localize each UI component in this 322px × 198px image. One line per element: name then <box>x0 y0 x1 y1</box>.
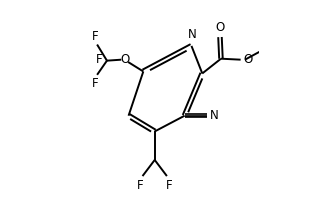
Text: O: O <box>215 21 225 33</box>
Text: O: O <box>120 53 129 66</box>
Text: O: O <box>243 53 252 66</box>
Text: N: N <box>210 109 219 122</box>
Text: F: F <box>137 179 144 192</box>
Text: F: F <box>91 30 98 43</box>
Text: F: F <box>166 179 172 192</box>
Text: F: F <box>91 77 98 90</box>
Text: F: F <box>95 53 102 66</box>
Text: N: N <box>188 28 197 41</box>
